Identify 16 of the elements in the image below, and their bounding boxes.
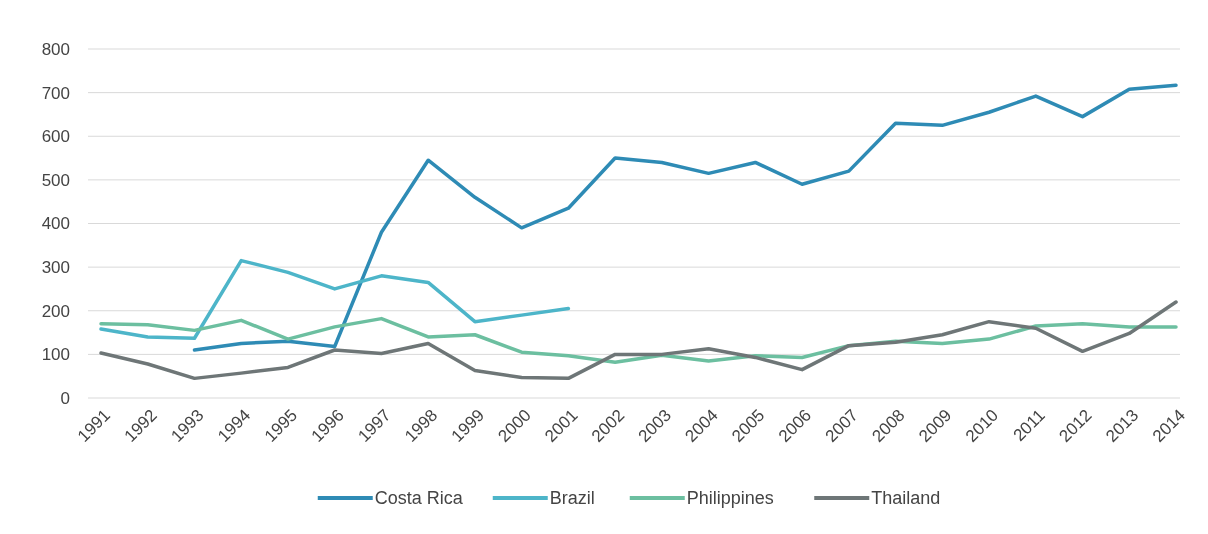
legend-label: Costa Rica	[374, 488, 464, 509]
y-tick-label: 300	[41, 258, 70, 278]
y-tick-label: 800	[41, 39, 70, 59]
y-tick-label: 400	[41, 214, 70, 234]
y-tick-label: 200	[41, 301, 70, 321]
y-tick-label: 100	[41, 345, 70, 365]
y-tick-label: 0	[60, 388, 70, 408]
y-tick-label: 500	[41, 170, 70, 190]
y-tick-label: 600	[41, 127, 70, 147]
line-series	[99, 300, 1178, 381]
line-series	[99, 258, 571, 340]
legend-label: Thailand	[871, 488, 941, 509]
line-series	[192, 83, 1178, 352]
y-tick-label: 700	[41, 83, 70, 103]
legend-label: Brazil	[549, 488, 595, 509]
legend-label: Philippines	[686, 488, 774, 509]
